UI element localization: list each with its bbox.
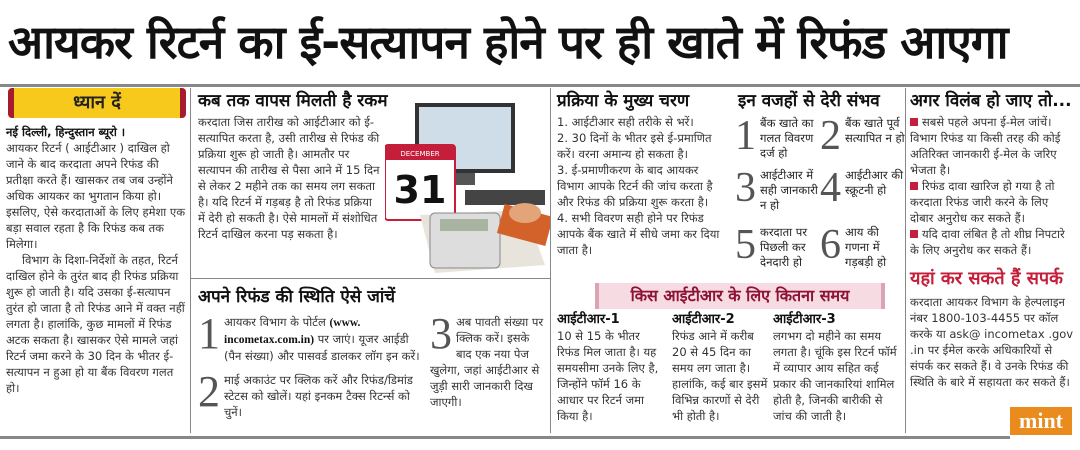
ifdelay-item: सबसे पहले अपना ई-मेल जांचें। विभाग रिफंड…	[910, 115, 1061, 177]
delay-item: 1 बैंक खाते का गलत विवरण दर्ज हो	[735, 113, 814, 160]
byline: नई दिल्ली, हिन्दुस्तान ब्यूरो ।	[6, 125, 126, 139]
contact-text: करदाता आयकर विभाग के हेल्पलाइन नंबर 1800…	[910, 295, 1074, 389]
divider	[190, 278, 550, 279]
divider	[190, 88, 191, 433]
check-step: 1 आयकर विभाग के पोर्टल (www. incometax.co…	[198, 309, 420, 364]
bullet-icon	[910, 230, 918, 238]
divider	[905, 88, 906, 433]
divider	[0, 84, 1080, 87]
delay-item: 5 करदाता पर पिछली कर देनदारी हो	[735, 222, 808, 269]
ifdelay-title: अगर विलंब हो जाए तो...	[910, 91, 1072, 111]
process-title: प्रक्रिया के मुख्य चरण	[557, 91, 690, 111]
attention-paragraph: विभाग के दिशा-निर्देशों के तहत, रिटर्न द…	[6, 253, 185, 395]
step-number: 1	[198, 309, 220, 358]
check-title: अपने रिफंड की स्थिति ऐसे जांचें	[198, 287, 396, 307]
calendar-month: DECEMBER	[400, 150, 439, 158]
itr-title: किस आईटीआर के लिए कितना समय	[595, 283, 885, 309]
bullet-icon	[910, 118, 918, 126]
itr-item: आईटीआर-3 लगभग दो महीने का समय लगता है। चू…	[773, 312, 897, 423]
process-steps: 1. आईटीआर सही तरीके से भरें। 2. 30 दिनों…	[557, 114, 725, 258]
when-title: कब तक वापस मिलती है रकम	[198, 91, 388, 111]
divider	[0, 436, 1010, 439]
mint-logo: mint	[1010, 407, 1072, 435]
divider	[550, 88, 551, 433]
step-number: 2	[198, 367, 220, 416]
attention-title: ध्यान दें	[8, 88, 186, 118]
when-text: करदाता जिस तारीख को आईटीआर को ई-सत्यापित…	[198, 115, 380, 241]
check-step: 3 अब पावती संख्या पर क्लिक करें। इसके बाद…	[430, 309, 544, 410]
check-step: 2 माई अकाउंट पर क्लिक करें और रिफंड/डिमां…	[198, 367, 413, 420]
delay-item: 6 आय की गणना में गड़बड़ी हो	[820, 222, 887, 269]
keyboard-icon	[465, 190, 545, 205]
ifdelay-list: सबसे पहले अपना ई-मेल जांचें। विभाग रिफंड…	[910, 114, 1075, 258]
step-number: 3	[430, 309, 452, 358]
itr-item: आईटीआर-2 रिफंड आने में करीब 20 से 45 दिन …	[672, 312, 768, 423]
delay-item: 4 आईटीआर की स्क्रूटनी हो	[820, 165, 904, 211]
bullet-icon	[910, 182, 918, 190]
process-step: 2. 30 दिनों के भीतर इसे ई-प्रमाणित करें।…	[557, 131, 712, 161]
process-step: 4. सभी विवरण सही होने पर रिफंड आपके बैंक…	[557, 211, 720, 257]
ifdelay-item: यदि दावा लंबित है तो शीघ्र निपटारे के लि…	[910, 227, 1065, 257]
ifdelay-item: रिफंड दावा खारिज हो गया है तो करदाता रिफ…	[910, 179, 1055, 225]
process-step: 1. आईटीआर सही तरीके से भरें।	[557, 115, 694, 129]
headline: आयकर रिटर्न का ई-सत्यापन होने पर ही खाते…	[8, 15, 1009, 69]
calendar-day: 31	[394, 168, 447, 212]
delay-item: 2 बैंक खाते पूर्व सत्यापित न हो	[820, 113, 905, 159]
attention-article: नई दिल्ली, हिन्दुस्तान ब्यूरो । आयकर रिट…	[6, 124, 186, 396]
attention-paragraph: आयकर रिटर्न ( आईटीआर ) दाखिल हो जाने के …	[6, 141, 186, 251]
portal-link[interactable]: (www. incometax.com.in)	[224, 317, 361, 346]
contact-title: यहां कर सकते हैं सपर्क	[910, 268, 1063, 289]
process-step: 3. ई-प्रमाणीकरण के बाद आयकर विभाग आपके र…	[557, 163, 713, 209]
delays-title: इन वजहों से देरी संभव	[738, 91, 880, 111]
itr-item: आईटीआर-1 10 से 15 के भीतर रिफंड मिल जाता …	[557, 312, 659, 423]
hand-icon	[509, 203, 541, 223]
delay-item: 3 आईटीआर में सही जानकारी न हो	[735, 165, 818, 212]
refund-illustration: DECEMBER 31	[385, 103, 550, 273]
